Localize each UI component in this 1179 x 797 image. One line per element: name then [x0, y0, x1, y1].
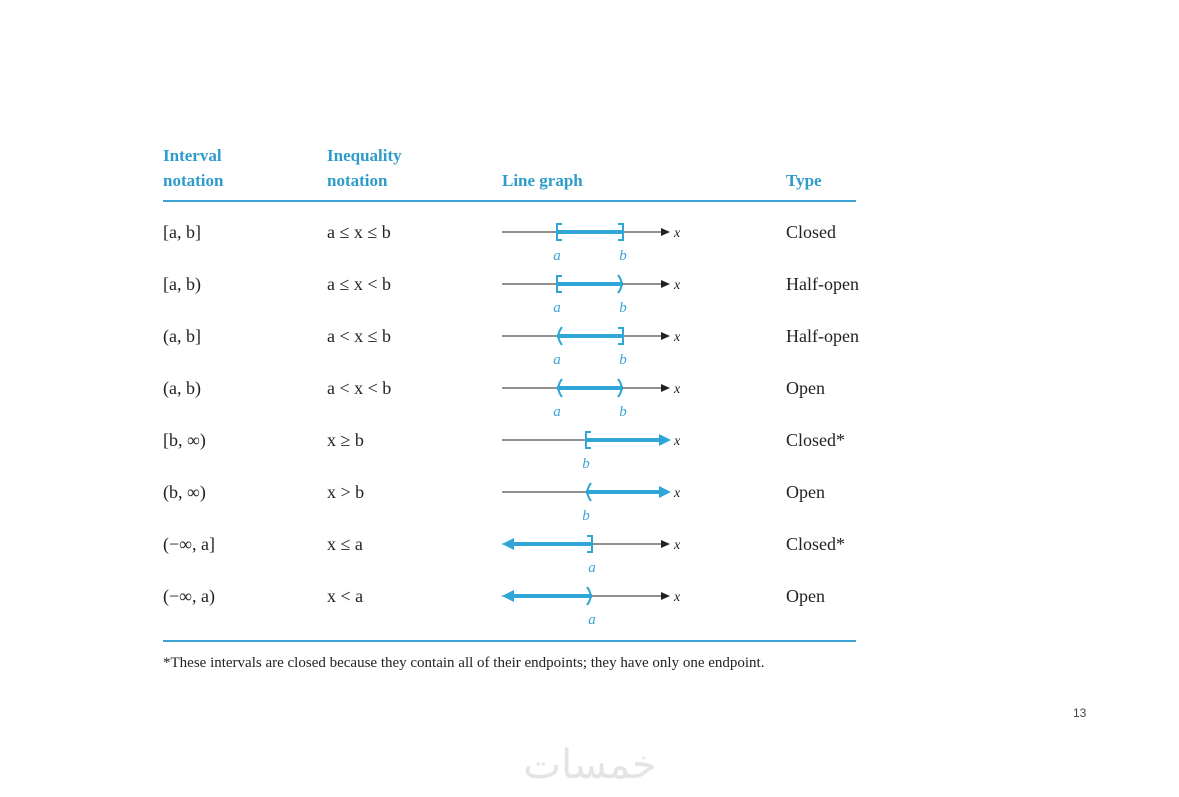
- header: Type: [786, 171, 822, 190]
- inequality: a ≤ x ≤ b: [327, 222, 391, 242]
- axis-label: x: [673, 226, 681, 241]
- interval: (−∞, a): [163, 586, 215, 607]
- arrow: [659, 486, 671, 498]
- watermark: خمسات: [523, 742, 656, 788]
- page-number: 13: [1073, 706, 1087, 720]
- endpoint: [557, 378, 563, 398]
- arrow: [661, 280, 670, 288]
- endpoint: [618, 223, 624, 241]
- arrow: [661, 384, 670, 392]
- endpoint-label: a: [588, 560, 596, 576]
- endpoint-label: a: [553, 248, 561, 264]
- inequality: x > b: [327, 482, 364, 502]
- endpoint: [556, 275, 562, 293]
- inequality: x ≥ b: [327, 430, 364, 450]
- axis-label: x: [673, 330, 681, 345]
- endpoint-label: a: [553, 352, 561, 368]
- type: Closed*: [786, 430, 845, 450]
- interval: [a, b): [163, 274, 201, 295]
- endpoint: [556, 223, 562, 241]
- inequality: a ≤ x < b: [327, 274, 391, 294]
- endpoint: [557, 326, 563, 346]
- endpoint: [586, 586, 592, 606]
- type: Half-open: [786, 326, 859, 346]
- endpoint-label: b: [582, 456, 590, 472]
- axis-label: x: [673, 382, 681, 397]
- header: Inequality: [327, 146, 402, 165]
- inequality: x ≤ a: [327, 534, 363, 554]
- endpoint-label: b: [619, 352, 627, 368]
- interval: (a, b): [163, 378, 201, 399]
- endpoint-label: b: [582, 508, 590, 524]
- endpoint-label: a: [553, 300, 561, 316]
- inequality: a < x ≤ b: [327, 326, 391, 346]
- endpoint: [587, 535, 593, 553]
- interval: [a, b]: [163, 222, 201, 242]
- interval: (b, ∞): [163, 482, 206, 503]
- arrow: [659, 434, 671, 446]
- endpoint: [617, 274, 623, 294]
- arrow: [661, 228, 670, 236]
- type: Closed: [786, 222, 836, 242]
- arrow: [502, 538, 514, 550]
- inequality: x < a: [327, 586, 363, 606]
- axis-label: x: [673, 590, 681, 605]
- inequality: a < x < b: [327, 378, 391, 398]
- header: Line graph: [502, 171, 583, 190]
- type: Open: [786, 586, 825, 606]
- endpoint: [618, 327, 624, 345]
- endpoint-label: b: [619, 300, 627, 316]
- header: notation: [163, 171, 224, 190]
- arrow: [502, 590, 514, 602]
- endpoint-label: a: [553, 404, 561, 420]
- endpoint-label: b: [619, 404, 627, 420]
- endpoint-label: a: [588, 612, 596, 628]
- axis-label: x: [673, 486, 681, 501]
- interval: [b, ∞): [163, 430, 206, 451]
- endpoint: [617, 378, 623, 398]
- axis-label: x: [673, 434, 681, 449]
- header: Interval: [163, 146, 222, 165]
- type: Half-open: [786, 274, 859, 294]
- type: Closed*: [786, 534, 845, 554]
- arrow: [661, 540, 670, 548]
- interval: (a, b]: [163, 326, 201, 347]
- footnote: *These intervals are closed because they…: [163, 655, 764, 671]
- arrow: [661, 332, 670, 340]
- interval: (−∞, a]: [163, 534, 215, 555]
- header: notation: [327, 171, 388, 190]
- type: Open: [786, 482, 825, 502]
- axis-label: x: [673, 538, 681, 553]
- endpoint: [586, 482, 592, 502]
- type: Open: [786, 378, 825, 398]
- arrow: [661, 592, 670, 600]
- endpoint: [585, 431, 591, 449]
- endpoint-label: b: [619, 248, 627, 264]
- axis-label: x: [673, 278, 681, 293]
